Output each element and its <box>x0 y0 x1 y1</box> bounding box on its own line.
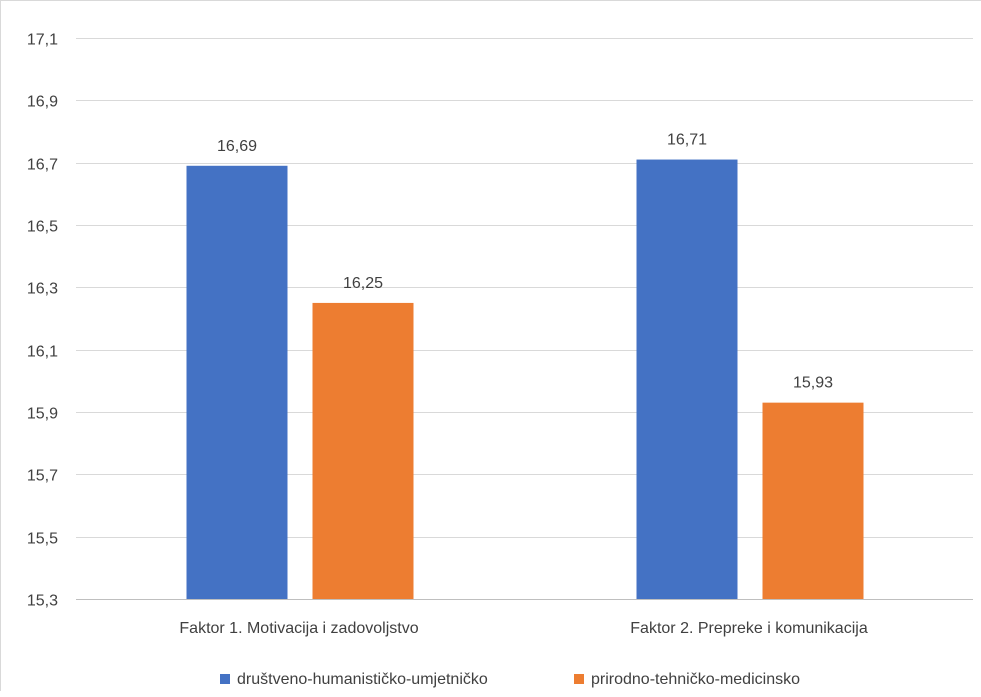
bar <box>636 159 738 600</box>
bar <box>186 165 288 600</box>
x-category-label: Faktor 1. Motivacija i zadovoljstvo <box>179 620 418 637</box>
data-label: 16,71 <box>667 132 707 149</box>
x-axis-category-labels: Faktor 1. Motivacija i zadovoljstvo Fakto… <box>179 620 867 637</box>
bar <box>762 402 864 599</box>
bar <box>312 302 414 599</box>
y-tick-label: 15,7 <box>27 468 58 485</box>
data-label: 15,93 <box>793 375 833 392</box>
y-tick-label: 15,3 <box>27 593 58 610</box>
y-tick-label: 16,3 <box>27 281 58 298</box>
data-labels: 16,69 16,71 16,25 15,93 <box>217 132 833 392</box>
legend-swatch <box>574 674 584 684</box>
y-tick-label: 17,1 <box>27 32 58 49</box>
legend-label: prirodno-tehničko-medicinsko <box>591 671 800 688</box>
bars <box>186 159 864 600</box>
y-tick-label: 16,7 <box>27 157 58 174</box>
data-label: 16,25 <box>343 275 383 292</box>
y-tick-label: 16,5 <box>27 219 58 236</box>
legend-label: društveno-humanističko-umjetničko <box>237 671 488 688</box>
y-tick-label: 15,9 <box>27 406 58 423</box>
y-tick-label: 15,5 <box>27 531 58 548</box>
y-tick-label: 16,1 <box>27 344 58 361</box>
x-category-label: Faktor 2. Prepreke i komunikacija <box>630 620 868 637</box>
y-axis-tick-labels: 15,3 15,5 15,7 15,9 16,1 16,3 16,5 16,7 16,9 17,1 <box>27 32 58 610</box>
legend: društveno-humanističko-umjetničko prirodn… <box>220 671 800 688</box>
data-label: 16,69 <box>217 138 257 155</box>
y-tick-label: 16,9 <box>27 94 58 111</box>
legend-swatch <box>220 674 230 684</box>
